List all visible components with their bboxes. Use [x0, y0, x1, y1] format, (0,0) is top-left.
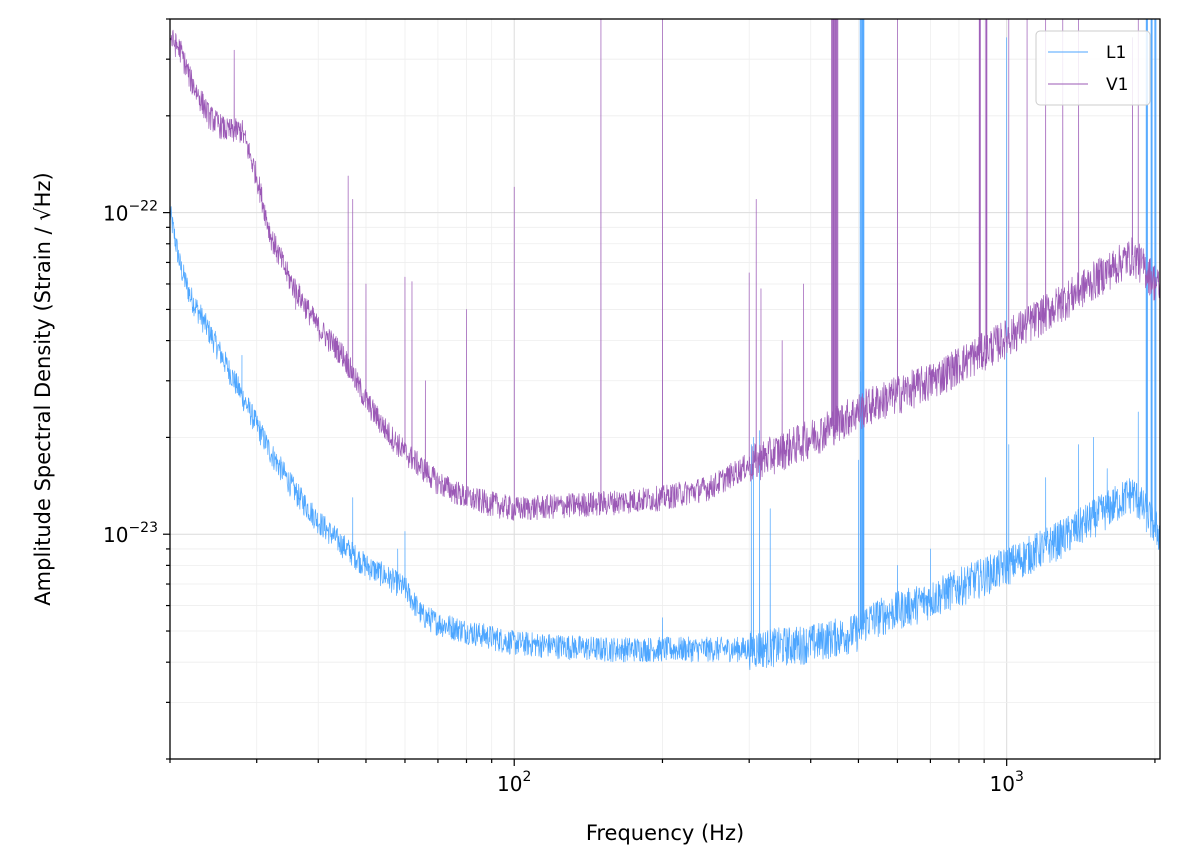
- peak-band-v1: [978, 19, 981, 354]
- y-tick-label: 10−23: [103, 520, 158, 547]
- y-tick-label: 10−22: [103, 199, 158, 226]
- peak-band-l1: [1154, 19, 1157, 526]
- peak-band-v1: [831, 19, 839, 426]
- x-tick-label: 103: [989, 769, 1023, 796]
- peak-band-l1: [859, 19, 865, 630]
- series-v1: [170, 19, 1160, 521]
- y-axis-label: Amplitude Spectral Density (Strain / √Hz…: [31, 172, 55, 605]
- legend-label: L1: [1106, 43, 1126, 63]
- series-layer: [170, 19, 1160, 671]
- plot-frame: [169, 18, 1161, 760]
- peak-band-l1: [1145, 19, 1148, 512]
- series-l1: [170, 19, 1160, 671]
- peak-band-l1: [1150, 19, 1153, 520]
- series-line-l1: [170, 19, 1160, 671]
- series-line-v1: [170, 19, 1160, 521]
- ticks: [163, 18, 1156, 766]
- tick-labels: 102 103 10−23 10−22: [103, 199, 1024, 796]
- legend-label: V1: [1106, 75, 1128, 95]
- legend: L1 V1: [1035, 30, 1151, 106]
- legend-box: [1035, 30, 1151, 106]
- peak-band-v1: [985, 19, 988, 350]
- x-tick-label: 102: [497, 769, 531, 796]
- plot-area: [170, 19, 1160, 759]
- x-axis-label: Frequency (Hz): [586, 821, 744, 845]
